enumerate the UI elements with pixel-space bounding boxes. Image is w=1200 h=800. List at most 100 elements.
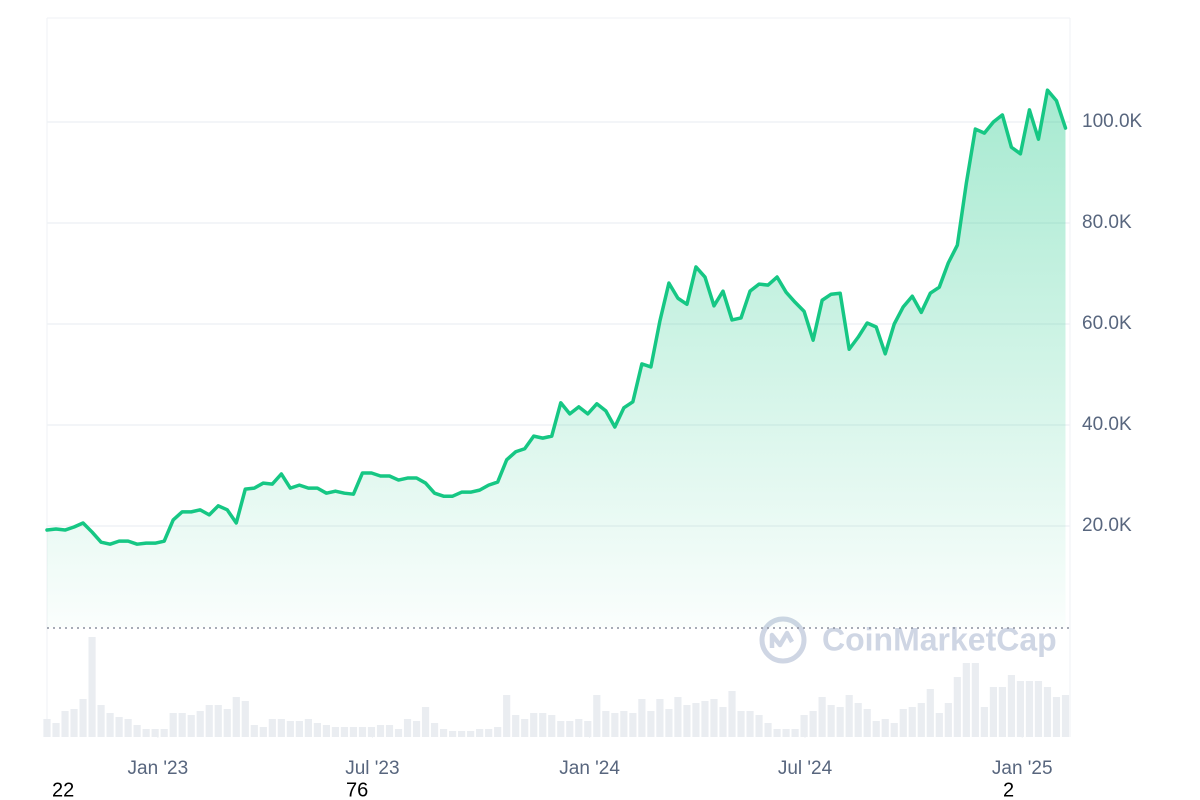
y-tick-label: 40.0K [1082, 414, 1132, 435]
volume-bar [196, 711, 204, 737]
volume-bar [376, 725, 385, 737]
volume-bar [827, 705, 835, 737]
volume-bar [764, 723, 772, 737]
y-tick-label: 20.0K [1082, 515, 1132, 536]
volume-bar [160, 729, 168, 737]
volume-bar [1007, 675, 1016, 737]
volume-bar [773, 729, 781, 737]
volume-bar [241, 701, 249, 737]
volume-bar [539, 713, 547, 737]
x-tick-label: Jan '23 [128, 758, 189, 779]
volume-bar [863, 709, 871, 737]
volume-bar [421, 707, 430, 737]
volume-bar [845, 695, 853, 737]
volume-bar [530, 713, 538, 737]
volume-bar [647, 711, 655, 737]
volume-bar [79, 699, 87, 737]
volume-bar [133, 725, 141, 737]
volume-bar [286, 721, 294, 737]
volume-bar [953, 677, 961, 737]
volume-bar [629, 713, 637, 737]
volume-bar [737, 711, 745, 737]
volume-bar [782, 729, 790, 737]
volume-bar [169, 713, 177, 737]
volume-bar [412, 721, 421, 737]
volume-bar [268, 719, 276, 737]
volume-bar [70, 709, 78, 737]
volume-bar [872, 721, 880, 737]
volume-bar [458, 731, 466, 737]
volume-bar [358, 727, 367, 737]
volume-bar [449, 731, 457, 737]
volume-bar [385, 725, 394, 737]
volume-bar [926, 689, 934, 737]
volume-bar [989, 687, 997, 737]
volume-bar [430, 723, 439, 737]
volume-bar [944, 703, 952, 737]
x-tick-label: Jul '24 [778, 758, 833, 779]
volume-bar [719, 707, 727, 737]
volume-bar [701, 701, 709, 737]
volume-bar [557, 721, 565, 737]
volume-bar [584, 721, 592, 737]
volume-bar [187, 715, 195, 737]
x-tick-label: Jul '23 [345, 758, 399, 779]
volume-bar [394, 729, 403, 737]
volume-bar [602, 711, 610, 737]
volume-bar [674, 697, 682, 737]
bottom-label: 76 [346, 779, 368, 800]
volume-bar [503, 695, 511, 737]
volume-bar [854, 703, 862, 737]
volume-bar [476, 729, 484, 737]
volume-bar [205, 705, 213, 737]
volume-bar [593, 695, 601, 737]
y-tick-label: 100.0K [1082, 111, 1143, 132]
volume-bar [223, 709, 231, 737]
volume-bar [746, 711, 754, 737]
volume-bar [611, 713, 619, 737]
volume-bar [521, 719, 529, 737]
volume-bar [638, 699, 646, 737]
volume-bar [692, 703, 700, 737]
volume-bar [61, 711, 69, 737]
volume-bar [566, 721, 574, 737]
volume-bar [665, 709, 673, 737]
volume-bar [115, 717, 123, 737]
volume-bar [512, 715, 520, 737]
volume-bar [791, 729, 799, 737]
volume-bar [304, 719, 312, 737]
volume-bar [683, 705, 691, 737]
volume-bar [908, 707, 916, 737]
bottom-label: 22 [52, 779, 74, 800]
volume-bar [124, 719, 132, 737]
volume-bar [1043, 687, 1052, 737]
volume-bar [548, 715, 556, 737]
volume-bar [313, 723, 321, 737]
volume-bar [142, 729, 150, 737]
volume-bar [259, 727, 267, 737]
volume-bar [97, 705, 105, 737]
volume-bar [980, 707, 988, 737]
volume-bar [367, 727, 376, 737]
volume-bars [43, 637, 1070, 737]
x-tick-label: Jan '24 [559, 758, 620, 779]
volume-bar [728, 691, 736, 737]
volume-bar [178, 713, 186, 737]
volume-bar [52, 723, 60, 737]
volume-bar [818, 697, 826, 737]
volume-bar [710, 699, 718, 737]
volume-bar [1052, 697, 1061, 737]
volume-bar [917, 703, 925, 737]
volume-bar [88, 637, 96, 737]
volume-bar [890, 723, 898, 737]
volume-bar [439, 729, 448, 737]
volume-bar [250, 725, 258, 737]
volume-bar [349, 727, 358, 737]
volume-bar [494, 727, 502, 737]
volume-bar [935, 713, 943, 737]
volume-bar [998, 687, 1006, 737]
volume-bar [214, 705, 222, 737]
y-tick-label: 80.0K [1082, 212, 1132, 233]
